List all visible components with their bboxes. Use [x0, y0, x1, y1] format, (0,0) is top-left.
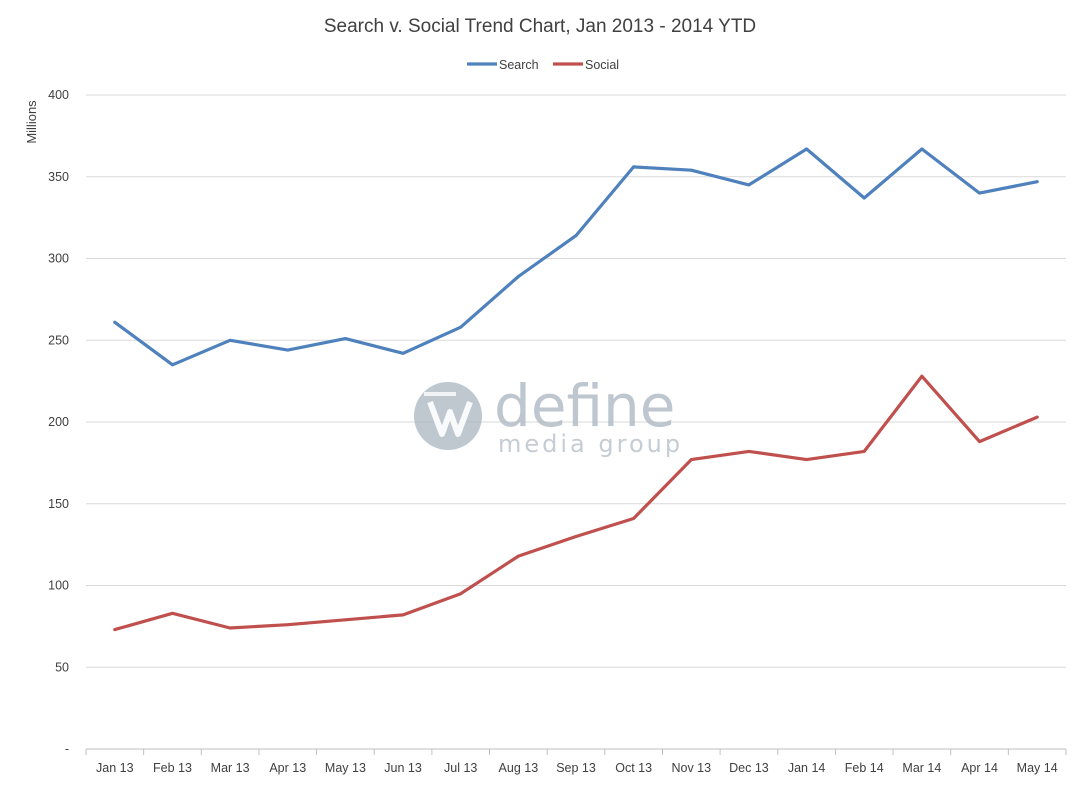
x-tick-label: Aug 13 — [499, 761, 539, 775]
series-line-search — [113, 147, 1039, 367]
data-point-social — [747, 450, 751, 453]
x-tick-label: Oct 13 — [615, 761, 652, 775]
data-point-search — [747, 183, 751, 187]
data-point-search — [1035, 180, 1039, 184]
y-tick-label: 400 — [48, 88, 69, 102]
y-tick-label: 350 — [48, 170, 69, 184]
gridlines — [86, 94, 1066, 668]
data-point-search — [574, 234, 578, 238]
x-tick-label: Mar 14 — [902, 761, 941, 775]
watermark-line1: define — [494, 372, 675, 440]
x-tick-label: Feb 14 — [845, 761, 884, 775]
data-point-search — [228, 338, 232, 342]
data-point-search — [401, 351, 405, 355]
x-tick-label: Jan 14 — [788, 761, 826, 775]
data-point-social — [632, 517, 636, 520]
x-tick-label: Jul 13 — [444, 761, 477, 775]
data-point-social — [401, 613, 405, 617]
y-axis-label: Millions — [24, 100, 39, 144]
data-point-social — [862, 450, 866, 453]
watermark: define media group — [414, 372, 683, 458]
x-tick-label: Jun 13 — [384, 761, 422, 775]
x-tick-label: May 13 — [325, 761, 366, 775]
data-point-social — [171, 611, 174, 615]
data-point-social — [689, 458, 693, 462]
data-point-social — [805, 458, 808, 462]
data-point-search — [862, 196, 866, 200]
y-tick-label: 250 — [48, 333, 69, 347]
x-tick-label: Dec 13 — [729, 761, 769, 775]
y-tick-label: - — [65, 742, 69, 756]
data-point-search — [920, 147, 924, 151]
data-point-social — [574, 535, 578, 538]
x-tick-label: Nov 13 — [671, 761, 711, 775]
x-tick-label: Apr 13 — [269, 761, 306, 775]
x-tick-label: Mar 13 — [211, 761, 250, 775]
data-point-search — [171, 363, 174, 367]
data-point-search — [113, 320, 117, 324]
y-tick-label: 200 — [48, 415, 69, 429]
series-lines — [113, 147, 1039, 632]
define-logo-icon — [414, 382, 482, 450]
data-point-social — [286, 623, 290, 627]
watermark-line2: media group — [498, 430, 683, 458]
data-point-search — [459, 325, 463, 329]
data-point-search — [689, 168, 693, 172]
data-point-social — [516, 554, 520, 558]
data-point-social — [1035, 415, 1039, 419]
x-tick-label: Feb 13 — [153, 761, 192, 775]
data-point-search — [286, 348, 290, 352]
x-tick-label: Jan 13 — [96, 761, 134, 775]
y-tick-label: 300 — [48, 252, 69, 266]
data-point-search — [344, 337, 347, 341]
data-point-search — [978, 191, 981, 195]
legend-label-search: Search — [499, 58, 539, 72]
legend-label-social: Social — [585, 58, 619, 72]
data-point-search — [516, 275, 520, 278]
x-tick-label: May 14 — [1017, 761, 1058, 775]
legend: Search Social — [467, 58, 619, 72]
data-point-social — [978, 440, 981, 444]
data-point-social — [920, 374, 924, 378]
data-point-social — [344, 618, 347, 622]
x-axis: Jan 13 Feb 13 Mar 13 Apr 13 May 13 Jun 13 Jul … — [85, 748, 1067, 775]
y-axis-ticks: - 50 100 150 200 250 300 350 400 — [48, 88, 69, 756]
data-point-social — [459, 592, 463, 596]
x-tick-label: Sep 13 — [556, 761, 596, 775]
y-tick-label: 150 — [48, 497, 69, 511]
data-point-social — [113, 628, 117, 632]
y-tick-label: 100 — [48, 579, 69, 593]
data-point-search — [632, 165, 636, 169]
chart-title: Search v. Social Trend Chart, Jan 2013 -… — [324, 16, 756, 37]
data-point-social — [228, 626, 232, 630]
data-point-search — [805, 147, 808, 151]
y-tick-label: 50 — [55, 660, 69, 674]
x-tick-label: Apr 14 — [961, 761, 998, 775]
